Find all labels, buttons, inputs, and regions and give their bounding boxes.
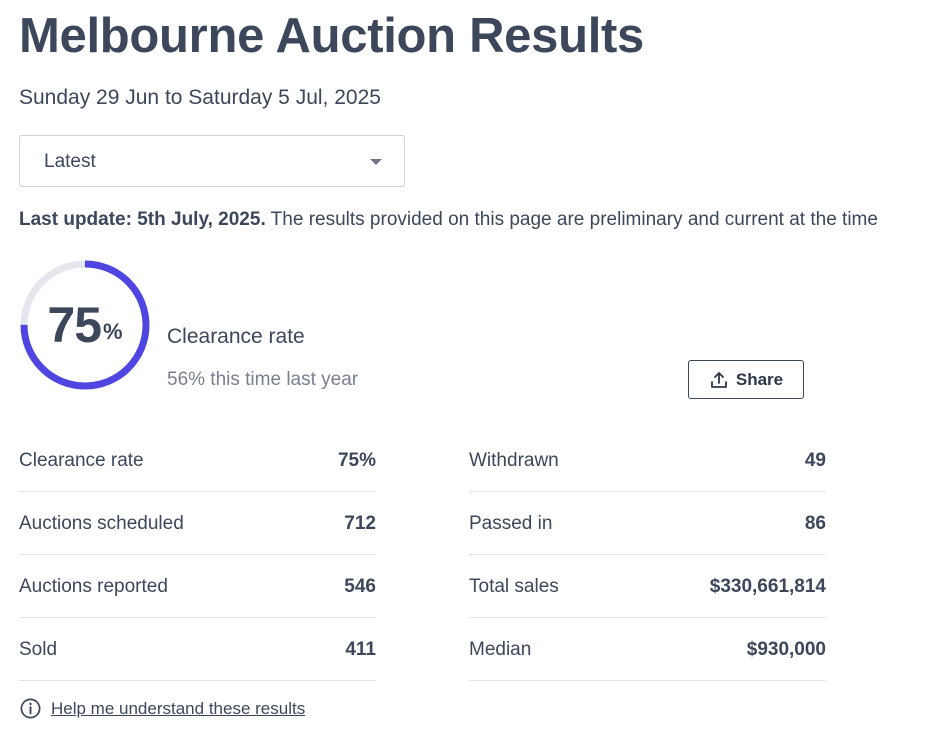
stat-row-auctions-scheduled: Auctions scheduled 712 — [19, 493, 376, 555]
clearance-rate-percent-sign: % — [103, 319, 123, 344]
chevron-down-icon — [370, 159, 382, 165]
stat-label: Auctions reported — [19, 576, 168, 597]
stat-row-auctions-reported: Auctions reported 546 — [19, 556, 376, 618]
stat-row-clearance-rate: Clearance rate 75% — [19, 430, 376, 492]
stat-row-passed-in: Passed in 86 — [469, 493, 826, 555]
help-link-row[interactable]: Help me understand these results — [19, 697, 305, 720]
page-title: Melbourne Auction Results — [19, 9, 645, 63]
clearance-rate-ring — [20, 260, 150, 390]
info-circle-icon — [20, 698, 41, 719]
stat-row-sold: Sold 411 — [19, 619, 376, 681]
last-update-text: The results provided on this page are pr… — [265, 209, 878, 230]
clearance-rate-last-year: 56% this time last year — [167, 369, 359, 390]
clearance-rate-number: 75 — [47, 297, 102, 353]
period-select-value: Latest — [44, 151, 96, 172]
share-button[interactable]: Share — [688, 360, 804, 399]
stat-value: 712 — [344, 513, 376, 534]
last-update-date: Last update: 5th July, 2025. — [19, 209, 266, 230]
stats-table-right: Withdrawn 49 Passed in 86 Total sales $3… — [469, 430, 826, 682]
stat-label: Clearance rate — [19, 450, 144, 471]
last-update-note: Last update: 5th July, 2025. The results… — [19, 209, 878, 231]
date-range: Sunday 29 Jun to Saturday 5 Jul, 2025 — [19, 86, 381, 109]
stat-label: Total sales — [469, 576, 559, 597]
stat-value: 75% — [337, 450, 376, 471]
stats-table-left: Clearance rate 75% Auctions scheduled 71… — [19, 430, 376, 682]
stat-value: 411 — [345, 639, 376, 660]
share-upload-icon — [710, 371, 727, 388]
stat-label: Sold — [19, 639, 58, 660]
ring-progress — [20, 260, 150, 390]
stat-row-median: Median $930,000 — [469, 619, 826, 681]
stat-value: 546 — [344, 576, 376, 597]
clearance-rate-label: Clearance rate — [167, 325, 305, 348]
stat-value: 86 — [804, 513, 826, 534]
stat-label: Passed in — [469, 513, 553, 534]
stat-label: Withdrawn — [469, 450, 559, 471]
share-button-label: Share — [735, 369, 784, 389]
stat-label: Auctions scheduled — [19, 513, 184, 534]
stat-row-withdrawn: Withdrawn 49 — [469, 430, 826, 492]
help-understand-link[interactable]: Help me understand these results — [51, 698, 306, 718]
clearance-rate-figure: 75% — [18, 258, 152, 392]
stat-value: $330,661,814 — [709, 576, 826, 597]
stat-value: $930,000 — [746, 639, 826, 660]
stat-label: Median — [469, 639, 532, 660]
stat-value: 49 — [804, 450, 826, 471]
period-select[interactable]: Latest — [19, 135, 405, 187]
stat-row-total-sales: Total sales $330,661,814 — [469, 556, 826, 618]
